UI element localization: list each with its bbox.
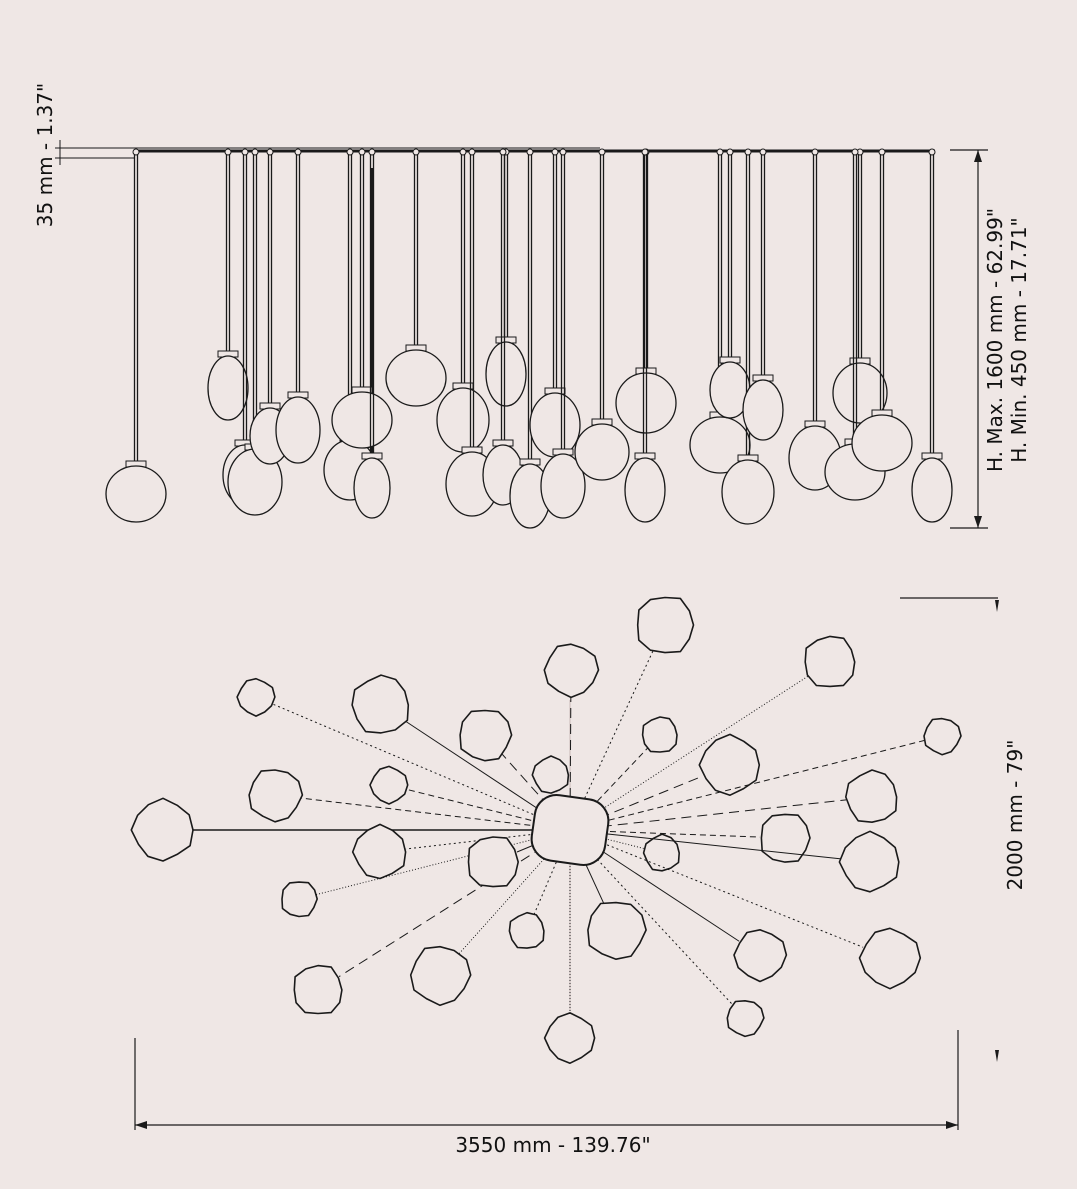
joint bbox=[559, 148, 567, 156]
globe bbox=[851, 414, 913, 472]
joint bbox=[526, 148, 534, 156]
joint bbox=[551, 148, 559, 156]
joint bbox=[346, 148, 354, 156]
globe bbox=[351, 823, 407, 880]
joint bbox=[744, 148, 752, 156]
joint bbox=[459, 148, 467, 156]
joint bbox=[224, 148, 232, 156]
globe bbox=[804, 635, 856, 688]
globe bbox=[351, 674, 410, 734]
depth-label: 2000 mm - 79" bbox=[1003, 740, 1027, 891]
globe bbox=[832, 362, 888, 424]
globe bbox=[641, 716, 678, 753]
globe bbox=[540, 453, 586, 519]
globe bbox=[459, 709, 513, 762]
joint bbox=[358, 148, 366, 156]
joint bbox=[759, 148, 767, 156]
globe bbox=[331, 391, 393, 449]
height-max-label: H. Max. 1600 mm - 62.99" bbox=[983, 208, 1007, 472]
globe bbox=[721, 459, 775, 525]
joint bbox=[811, 148, 819, 156]
joint bbox=[851, 148, 859, 156]
globe bbox=[130, 797, 194, 862]
top-view bbox=[130, 596, 962, 1064]
width-label: 3550 mm - 139.76" bbox=[455, 1133, 650, 1157]
globe bbox=[531, 755, 570, 794]
globe bbox=[760, 813, 811, 863]
joint bbox=[132, 148, 140, 156]
globe bbox=[275, 396, 321, 464]
joint bbox=[468, 148, 476, 156]
joint bbox=[878, 148, 886, 156]
globe bbox=[698, 733, 761, 796]
cable bbox=[569, 829, 842, 860]
globe bbox=[587, 901, 647, 960]
cable bbox=[272, 703, 571, 831]
cable bbox=[300, 797, 571, 831]
height-min-label: H. Min. 450 mm - 17.71" bbox=[1007, 217, 1031, 463]
joint bbox=[641, 148, 649, 156]
globe bbox=[248, 769, 304, 823]
height-dimension: H. Max. 1600 mm - 62.99" H. Min. 450 mm … bbox=[950, 149, 1031, 529]
joint bbox=[241, 148, 249, 156]
cable bbox=[569, 747, 648, 831]
globe bbox=[236, 677, 276, 717]
globe bbox=[838, 830, 900, 893]
globe bbox=[485, 341, 527, 407]
globe bbox=[911, 457, 953, 523]
joint bbox=[266, 148, 274, 156]
side-view bbox=[60, 147, 953, 529]
joint bbox=[598, 148, 606, 156]
globe bbox=[508, 911, 545, 949]
globe bbox=[624, 457, 666, 523]
joint bbox=[499, 148, 507, 156]
globe bbox=[543, 643, 600, 699]
depth-dimension: 2000 mm - 79" bbox=[900, 597, 1027, 1062]
globe bbox=[543, 1012, 596, 1064]
globe bbox=[293, 964, 343, 1015]
cable bbox=[406, 788, 571, 831]
globe bbox=[742, 379, 784, 441]
joint bbox=[294, 148, 302, 156]
cable bbox=[569, 799, 847, 831]
globe bbox=[409, 945, 472, 1007]
globe bbox=[858, 927, 922, 990]
canopy-dimension: 35 mm - 1.37" bbox=[33, 83, 135, 227]
globe bbox=[207, 355, 249, 421]
globe bbox=[726, 1000, 765, 1038]
globe bbox=[733, 929, 788, 983]
joint bbox=[412, 148, 420, 156]
globe bbox=[436, 387, 490, 453]
globe bbox=[636, 596, 695, 654]
globe bbox=[105, 465, 167, 523]
globe bbox=[845, 769, 898, 823]
globe bbox=[574, 423, 630, 481]
joint bbox=[726, 148, 734, 156]
globe bbox=[923, 717, 962, 756]
cable bbox=[338, 829, 571, 978]
joint bbox=[368, 148, 376, 156]
globe bbox=[369, 765, 409, 805]
globe bbox=[642, 833, 680, 872]
cable bbox=[569, 739, 925, 831]
canopy bbox=[530, 794, 610, 866]
globe bbox=[529, 392, 581, 458]
globe bbox=[281, 881, 318, 918]
width-dimension: 3550 mm - 139.76" bbox=[134, 1030, 959, 1157]
globe bbox=[467, 836, 519, 888]
canopy-label: 35 mm - 1.37" bbox=[33, 83, 57, 227]
cable bbox=[569, 675, 809, 831]
joint bbox=[251, 148, 259, 156]
globe bbox=[353, 457, 391, 519]
globe bbox=[385, 349, 447, 407]
joint bbox=[716, 148, 724, 156]
joint bbox=[928, 148, 936, 156]
